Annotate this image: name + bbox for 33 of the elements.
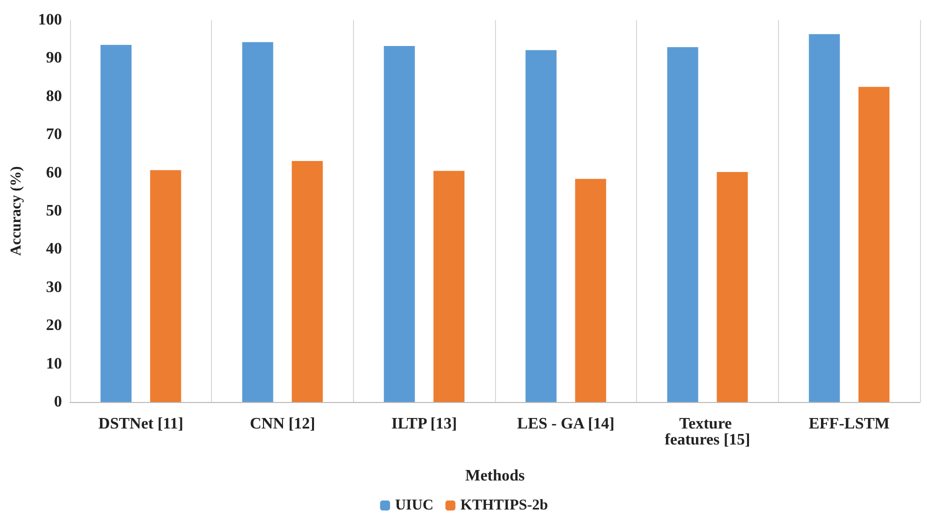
bar bbox=[716, 172, 748, 402]
bar bbox=[433, 170, 464, 402]
x-tick-label: LES - GA [14] bbox=[517, 416, 615, 432]
y-axis-title: Accuracy (%) bbox=[8, 166, 24, 256]
x-tick-label: EFF-LSTM bbox=[808, 416, 890, 432]
y-tick-label: 0 bbox=[54, 394, 62, 410]
bar bbox=[667, 47, 698, 402]
y-tick-label: 80 bbox=[46, 88, 62, 105]
x-tick-label: Texture features [15] bbox=[664, 416, 750, 448]
bar bbox=[150, 170, 182, 402]
y-tick-label: 100 bbox=[38, 12, 62, 28]
y-tick-label: 70 bbox=[46, 126, 62, 144]
legend-label: KTHTIPS-2b bbox=[460, 498, 548, 514]
y-tick-label: 90 bbox=[46, 50, 62, 67]
bar bbox=[100, 44, 132, 402]
x-tick-label: ILTP [13] bbox=[391, 416, 457, 432]
x-tick-label: CNN [12] bbox=[250, 416, 316, 432]
bar bbox=[575, 178, 606, 402]
y-tick-label: 40 bbox=[46, 240, 62, 258]
y-tick-label: 20 bbox=[46, 317, 62, 334]
bar bbox=[808, 34, 840, 402]
y-tick-label: 30 bbox=[46, 278, 62, 296]
x-axis-title: Methods bbox=[465, 468, 525, 484]
bar bbox=[242, 42, 274, 402]
bar bbox=[292, 160, 323, 402]
y-tick-label: 60 bbox=[46, 164, 62, 182]
x-tick-label: DSTNet [11] bbox=[98, 416, 184, 432]
y-tick-label: 10 bbox=[46, 355, 62, 372]
y-tick-label: 50 bbox=[46, 202, 62, 220]
bar bbox=[384, 46, 415, 402]
bar bbox=[858, 86, 890, 402]
legend-label: UIUC bbox=[395, 498, 434, 514]
bar bbox=[526, 50, 557, 402]
